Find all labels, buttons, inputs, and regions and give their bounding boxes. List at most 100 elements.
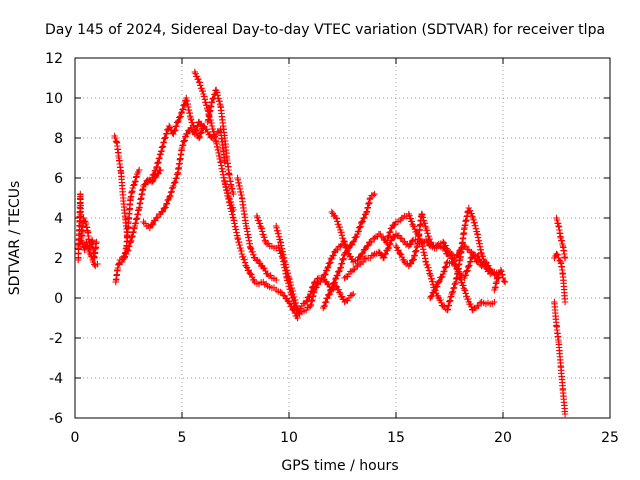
- data-point: [94, 265, 96, 267]
- data-point: [119, 259, 121, 261]
- data-point: [85, 221, 87, 223]
- data-point: [136, 173, 138, 175]
- data-point: [374, 237, 376, 239]
- data-point: [331, 211, 333, 213]
- data-point: [412, 239, 414, 241]
- data-point: [481, 261, 483, 263]
- data-point: [493, 271, 495, 273]
- data-point: [81, 243, 83, 245]
- data-point: [365, 213, 367, 215]
- y-tick-label: -6: [49, 411, 63, 427]
- data-point: [279, 241, 281, 243]
- data-point: [309, 305, 311, 307]
- data-point: [485, 267, 487, 269]
- data-point: [339, 267, 341, 269]
- data-point: [124, 217, 126, 219]
- data-point: [215, 133, 217, 135]
- data-point: [79, 193, 81, 195]
- data-point: [220, 161, 222, 163]
- data-point: [558, 225, 560, 227]
- data-point: [335, 285, 337, 287]
- y-axis-label: SDTVAR / TECUs: [7, 181, 23, 296]
- data-point: [297, 317, 299, 319]
- data-point: [481, 253, 483, 255]
- data-point: [211, 125, 213, 127]
- data-point: [275, 279, 277, 281]
- data-point: [369, 241, 371, 243]
- data-point: [434, 247, 436, 249]
- data-point: [118, 157, 120, 159]
- y-tick-label: -4: [49, 371, 63, 387]
- data-point: [83, 217, 85, 219]
- data-point: [138, 207, 140, 209]
- data-point: [305, 301, 307, 303]
- data-point: [408, 265, 410, 267]
- data-point: [404, 241, 406, 243]
- data-point: [168, 125, 170, 127]
- data-point: [344, 253, 346, 255]
- data-point: [237, 237, 239, 239]
- data-point: [327, 283, 329, 285]
- data-point: [232, 209, 234, 211]
- data-point: [562, 245, 564, 247]
- data-point: [455, 281, 457, 283]
- data-point: [224, 137, 226, 139]
- data-point: [352, 269, 354, 271]
- data-point: [408, 213, 410, 215]
- data-point: [412, 259, 414, 261]
- data-point: [463, 245, 465, 247]
- data-point: [198, 121, 200, 123]
- data-point: [314, 281, 316, 283]
- data-point: [318, 281, 320, 283]
- data-point: [378, 251, 380, 253]
- x-tick-label: 0: [71, 430, 80, 446]
- data-point: [382, 237, 384, 239]
- data-point: [92, 261, 94, 263]
- data-point: [86, 241, 88, 243]
- data-point: [288, 301, 290, 303]
- data-point: [382, 257, 384, 259]
- data-point: [472, 253, 474, 255]
- data-point: [556, 253, 557, 255]
- data-point: [476, 233, 478, 235]
- data-point: [160, 153, 162, 155]
- data-point: [185, 133, 187, 135]
- data-point: [356, 233, 358, 235]
- series-arc-k: [234, 174, 280, 284]
- data-point: [260, 227, 262, 229]
- data-point: [335, 277, 337, 279]
- data-point: [472, 309, 474, 311]
- data-point: [249, 273, 251, 275]
- data-point: [254, 257, 256, 259]
- data-point: [395, 221, 397, 223]
- data-point: [429, 297, 431, 299]
- data-point: [79, 239, 81, 241]
- data-point: [463, 227, 465, 229]
- data-point: [284, 261, 286, 263]
- series-arc-j: [221, 178, 301, 322]
- data-point: [331, 287, 333, 289]
- data-point: [279, 291, 281, 293]
- data-point: [356, 259, 358, 261]
- y-tick-label: 4: [54, 211, 63, 227]
- data-point: [446, 261, 448, 263]
- data-point: [429, 241, 431, 243]
- chart-title: Day 145 of 2024, Sidereal Day-to-day VTE…: [45, 22, 605, 38]
- data-point: [327, 267, 329, 269]
- series-arc-t: [427, 250, 494, 302]
- data-point: [472, 217, 474, 219]
- data-point: [314, 289, 316, 291]
- data-point: [117, 267, 119, 269]
- series-arc-v: [551, 298, 569, 418]
- data-point: [232, 193, 234, 195]
- data-point: [562, 273, 564, 275]
- data-point: [90, 255, 92, 257]
- data-point: [202, 125, 204, 127]
- data-point: [271, 277, 273, 279]
- data-point: [399, 219, 401, 221]
- data-point: [267, 285, 269, 287]
- data-point: [553, 257, 555, 259]
- data-point: [254, 281, 256, 283]
- data-point: [95, 241, 97, 243]
- data-point: [181, 111, 183, 113]
